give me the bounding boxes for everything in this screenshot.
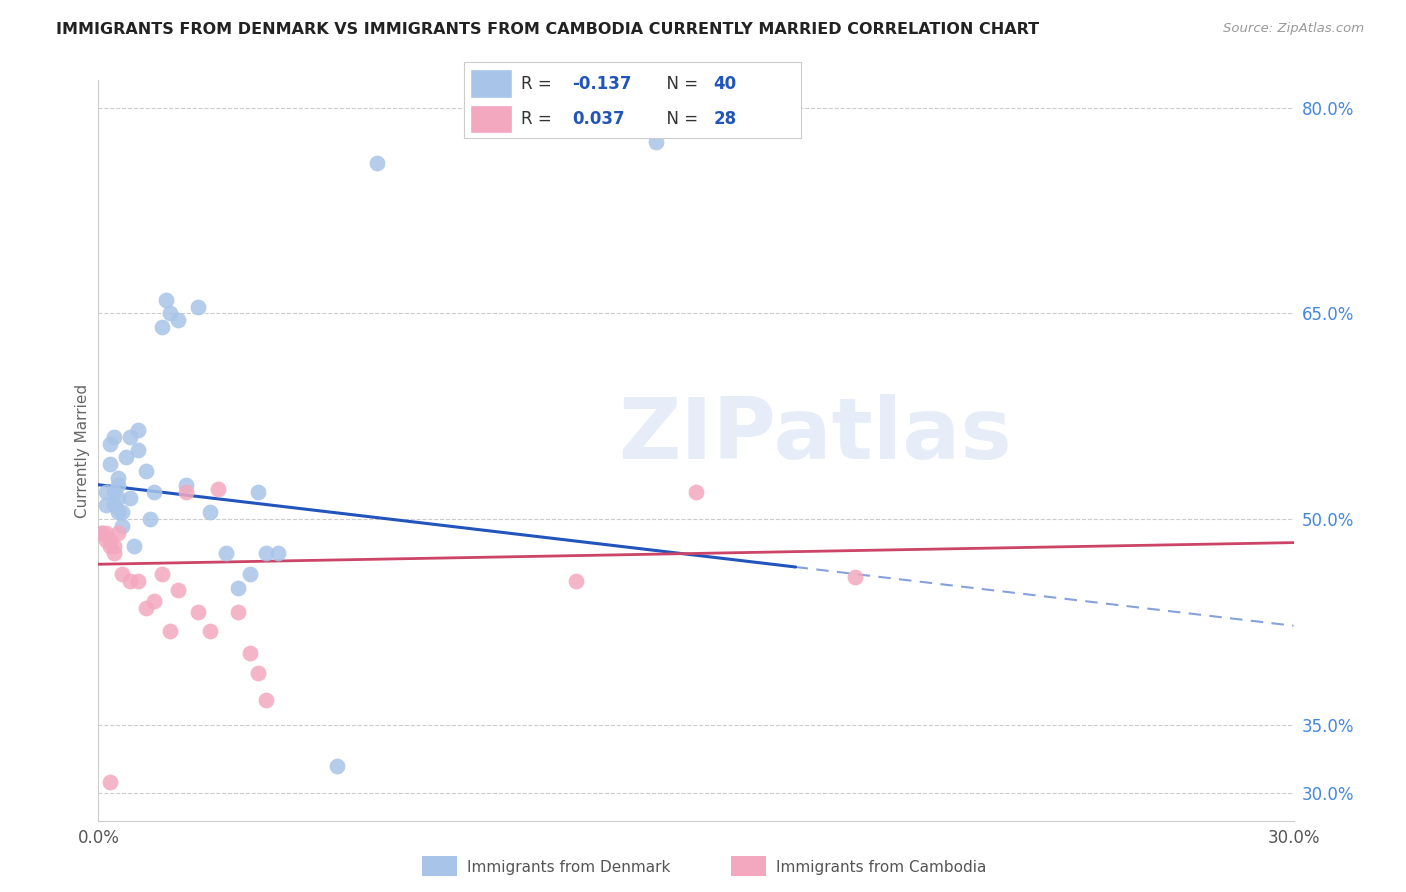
Point [159,306,181,320]
Point [120,574,142,588]
Point [103,540,125,554]
Text: Immigrants from Denmark: Immigrants from Denmark [467,861,671,875]
Point [226,605,249,619]
Point [124,540,146,554]
Point [187,300,209,314]
Point [127,574,149,588]
Point [150,320,173,334]
Point [239,646,262,660]
Point [254,546,277,560]
Point [198,505,221,519]
FancyBboxPatch shape [471,105,512,132]
Point [98,436,122,450]
Text: 28: 28 [714,110,737,128]
Point [174,484,197,499]
Point [565,574,588,588]
Point [98,533,122,547]
Text: R =: R = [522,75,557,93]
Y-axis label: Currently Married: Currently Married [75,384,90,517]
Point [96,525,118,540]
Point [143,594,166,608]
Point [98,775,122,789]
Point [326,759,349,773]
FancyBboxPatch shape [471,70,512,96]
Point [174,477,197,491]
Point [107,471,129,485]
Text: -0.137: -0.137 [572,75,631,93]
Point [135,601,157,615]
Point [187,605,209,619]
Point [135,464,157,478]
Point [139,512,162,526]
Point [107,491,129,506]
Point [96,533,118,547]
Text: 40: 40 [714,75,737,93]
Point [111,566,134,581]
Point [844,569,866,583]
Point [98,457,122,471]
Point [159,624,181,639]
Point [103,546,125,560]
Point [107,477,129,491]
Point [115,450,138,465]
Point [96,484,118,499]
Text: Source: ZipAtlas.com: Source: ZipAtlas.com [1223,22,1364,36]
Text: N =: N = [657,110,703,128]
Point [103,498,125,512]
Point [91,525,114,540]
Text: R =: R = [522,110,557,128]
Point [226,581,249,595]
Point [120,491,142,506]
Text: ZIPatlas: ZIPatlas [619,394,1012,477]
Text: 0.037: 0.037 [572,110,624,128]
Text: IMMIGRANTS FROM DENMARK VS IMMIGRANTS FROM CAMBODIA CURRENTLY MARRIED CORRELATIO: IMMIGRANTS FROM DENMARK VS IMMIGRANTS FR… [56,22,1039,37]
Point [91,525,114,540]
Point [685,484,707,499]
Point [111,519,134,533]
Point [96,498,118,512]
Point [366,155,388,169]
Text: Immigrants from Cambodia: Immigrants from Cambodia [776,861,987,875]
Point [111,505,134,519]
Point [239,566,262,581]
Point [155,293,177,307]
Point [107,525,129,540]
Point [150,566,173,581]
Point [143,484,166,499]
Text: N =: N = [657,75,703,93]
Point [215,546,238,560]
Point [98,540,122,554]
Point [103,430,125,444]
Point [198,624,221,639]
Point [246,665,269,680]
Point [246,484,269,499]
Point [645,135,668,149]
Point [103,484,125,499]
Point [127,443,149,458]
Point [107,505,129,519]
Point [167,583,190,598]
Point [127,423,149,437]
Point [120,430,142,444]
Point [207,482,229,496]
Point [267,546,290,560]
Point [167,313,190,327]
Point [254,693,277,707]
